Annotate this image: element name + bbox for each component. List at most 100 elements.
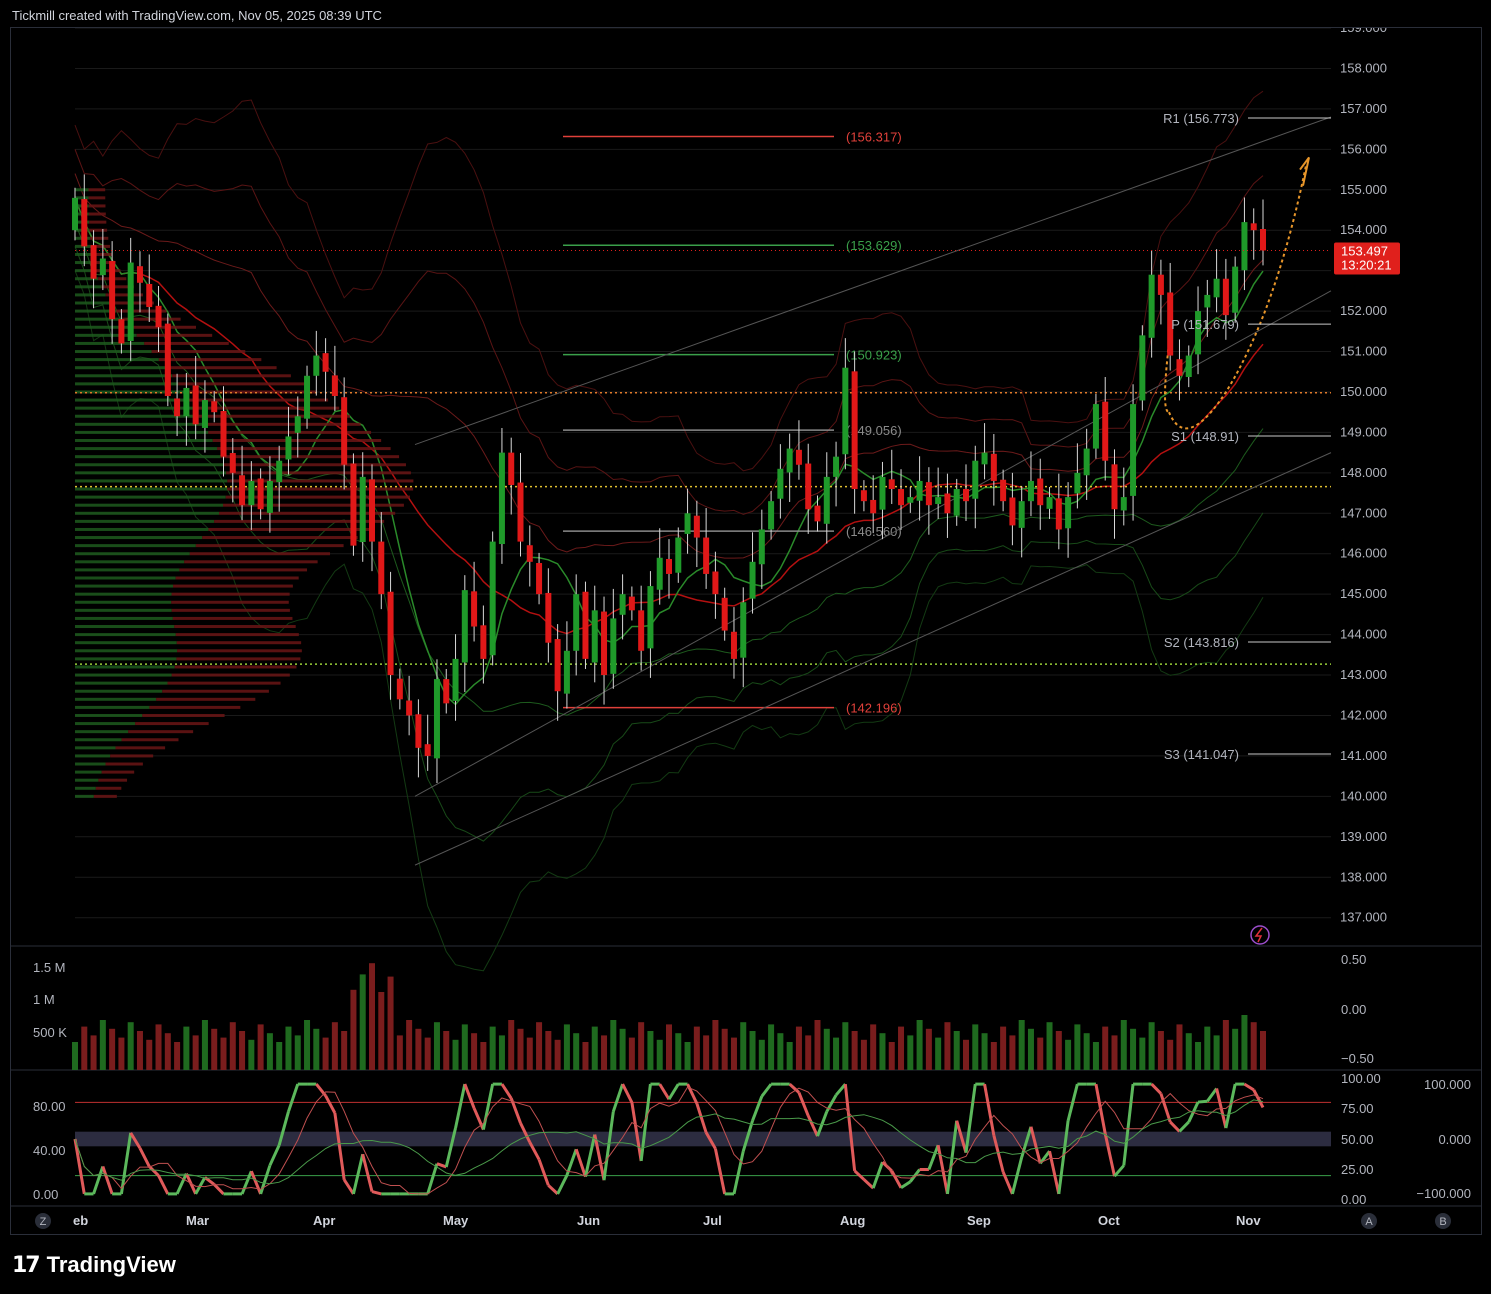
osc-segment	[936, 1144, 949, 1195]
chart-attribution: Tickmill created with TradingView.com, N…	[12, 8, 382, 23]
osc-segment	[138, 1147, 151, 1168]
osc-segment	[259, 1164, 272, 1195]
profile-bar-down	[195, 544, 344, 548]
volume-bar	[1046, 1022, 1053, 1070]
volume-bar	[545, 1031, 552, 1070]
osc-segment	[955, 1120, 968, 1154]
candle-body	[693, 515, 700, 538]
profile-bar-up	[75, 252, 92, 256]
profile-bar-up	[75, 350, 152, 354]
volume-bar	[415, 1028, 422, 1070]
chart-frame[interactable]: (156.317) (153.629) (150.923) (149.056) (146…	[10, 20, 1482, 1235]
volume-bar	[433, 1022, 440, 1070]
time-label: Jun	[577, 1213, 600, 1228]
candle-body	[935, 497, 942, 504]
candle-body	[1065, 497, 1072, 529]
price-tick-label: 154.000	[1340, 222, 1387, 237]
volume-bar	[591, 1026, 598, 1070]
profile-bar-up	[75, 487, 228, 491]
volume-bar	[684, 1042, 691, 1070]
profile-bar-down	[101, 285, 134, 289]
candle-body	[1148, 274, 1155, 338]
profile-bar-up	[75, 616, 173, 620]
time-label: Nov	[1236, 1213, 1261, 1228]
profile-bar-down	[89, 236, 109, 240]
osc-segment	[472, 1107, 485, 1131]
volume-bar	[972, 1024, 979, 1070]
osc-segment	[361, 1153, 374, 1192]
candle-body	[1167, 292, 1174, 356]
osc-segment	[741, 1120, 754, 1152]
osc-segment	[1224, 1083, 1237, 1129]
volume-bar	[1111, 1035, 1118, 1070]
volume-bar	[795, 1026, 802, 1070]
volume-bar	[851, 1031, 858, 1070]
osc-segment	[463, 1083, 476, 1109]
osc-segment	[129, 1132, 142, 1149]
profile-bar-up	[75, 390, 184, 394]
a-button[interactable]	[1361, 1213, 1377, 1229]
osc-segment	[342, 1178, 355, 1195]
price-tick-label: 143.000	[1340, 667, 1387, 682]
osc-segment	[268, 1144, 281, 1167]
osc-segment	[1103, 1133, 1116, 1177]
osc-segment	[287, 1083, 300, 1113]
profile-bar-down	[89, 220, 107, 224]
profile-bar-down	[171, 600, 289, 604]
time-label: May	[443, 1213, 469, 1228]
profile-bar-up	[75, 455, 221, 459]
profile-bar-up	[75, 770, 102, 774]
osc-segment	[175, 1173, 188, 1195]
osc-segment	[240, 1170, 253, 1195]
osc-segment	[871, 1161, 884, 1189]
candle-body	[257, 478, 264, 510]
profile-bar-up	[75, 317, 123, 321]
b-button[interactable]	[1435, 1213, 1451, 1229]
profile-bar-down	[116, 309, 167, 313]
osc-segment	[148, 1165, 160, 1177]
profile-bar-up	[75, 463, 224, 467]
candle-body	[1213, 278, 1220, 298]
candle-body	[146, 283, 153, 308]
candle-body	[508, 452, 515, 485]
profile-bar-up	[75, 325, 130, 329]
candle-body	[898, 489, 905, 506]
volume-right-tick: −0.50	[1341, 1051, 1374, 1066]
profile-bar-up	[75, 665, 175, 669]
candle-body	[1185, 355, 1192, 378]
candle-body	[396, 678, 403, 700]
candle-body	[545, 592, 552, 643]
profile-bar-up	[75, 519, 215, 523]
profile-bar-up	[75, 301, 111, 305]
candle-body	[174, 398, 181, 417]
candle-body	[350, 463, 357, 546]
profile-bar-down	[188, 398, 329, 402]
candle-body	[601, 611, 608, 676]
band-line	[74, 149, 1264, 515]
price-tick-label: 141.000	[1340, 748, 1387, 763]
profile-bar-down	[225, 495, 410, 499]
candle-body	[341, 397, 348, 465]
chart-svg[interactable]: (156.317) (153.629) (150.923) (149.056) (146…	[11, 20, 1481, 1234]
candle-body	[777, 468, 784, 499]
candle-body	[90, 245, 97, 279]
candle-body	[220, 410, 227, 457]
pivot-label: R1 (156.773)	[1163, 111, 1239, 126]
osc-right2-tick: 0.000	[1438, 1132, 1471, 1147]
profile-bar-down	[214, 519, 385, 523]
profile-bar-down	[172, 374, 291, 378]
volume-bar	[1102, 1026, 1109, 1070]
volume-bar	[90, 1035, 97, 1070]
profile-bar-up	[75, 600, 172, 604]
profile-bar-down	[179, 568, 308, 572]
osc-segment	[964, 1083, 977, 1153]
candle-body	[526, 545, 533, 562]
time-axis: eb Mar Apr May Jun Jul Aug Sep Oct Nov	[73, 1213, 1261, 1228]
osc-segment	[436, 1162, 447, 1169]
osc-segment	[945, 1120, 959, 1195]
profile-bar-up	[75, 277, 99, 281]
level-label: (142.196)	[846, 701, 902, 716]
volume-bar	[777, 1033, 784, 1070]
z-button[interactable]	[35, 1213, 51, 1229]
volume-bar	[359, 974, 366, 1070]
